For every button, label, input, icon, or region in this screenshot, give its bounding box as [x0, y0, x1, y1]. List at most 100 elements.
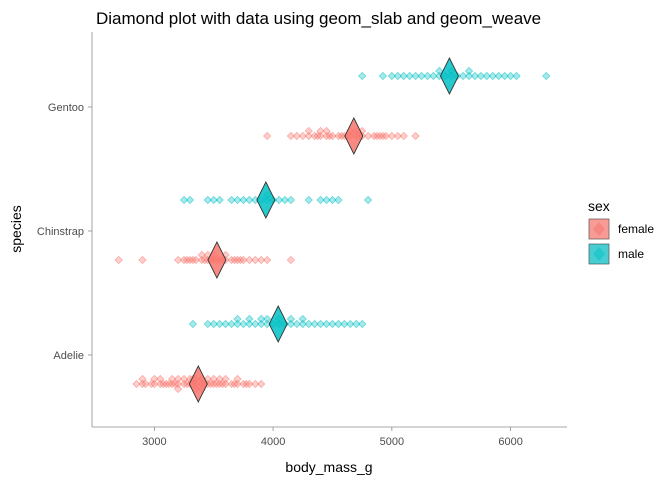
data-point-male-adelie: [298, 314, 307, 324]
data-point-male-adelie: [286, 319, 296, 329]
data-point-female-gentoo: [325, 131, 334, 141]
data-point-female-gentoo: [310, 131, 319, 141]
data-point-male-chinstrap: [334, 195, 343, 205]
data-point-female-chinstrap: [286, 255, 296, 265]
data-point-female-gentoo: [316, 126, 325, 136]
data-point-male-adelie: [328, 319, 337, 329]
data-point-male-adelie: [357, 319, 367, 329]
data-point-female-chinstrap: [257, 255, 266, 265]
data-point-male-chinstrap: [209, 195, 218, 205]
data-point-female-chinstrap: [173, 255, 183, 265]
data-point-female-chinstrap: [197, 250, 207, 260]
data-point-female-adelie: [242, 379, 251, 389]
data-point-female-chinstrap: [188, 255, 198, 265]
data-point-female-chinstrap: [191, 255, 201, 265]
data-point-female-adelie: [170, 379, 180, 389]
data-point-male-gentoo: [482, 71, 492, 81]
data-point-male-adelie: [245, 314, 254, 324]
data-point-male-adelie: [188, 319, 198, 329]
x-tick-label-5000: 5000: [380, 436, 404, 448]
data-point-female-gentoo: [363, 131, 373, 141]
data-point-female-gentoo: [378, 131, 388, 141]
data-point-female-gentoo: [328, 131, 337, 141]
data-point-male-gentoo: [387, 71, 397, 81]
data-point-female-gentoo: [292, 131, 302, 141]
data-point-female-adelie: [215, 379, 224, 389]
data-point-male-adelie: [251, 319, 260, 329]
data-point-male-adelie: [215, 319, 224, 329]
data-point-female-gentoo: [399, 131, 408, 141]
data-point-female-adelie: [215, 374, 224, 384]
data-point-female-adelie: [212, 379, 221, 389]
data-point-male-chinstrap: [227, 195, 236, 205]
data-point-male-chinstrap: [245, 195, 254, 205]
data-point-female-chinstrap: [230, 255, 239, 265]
data-point-female-adelie: [150, 374, 159, 384]
data-point-male-adelie: [221, 319, 230, 329]
data-point-female-adelie: [156, 379, 165, 389]
data-point-female-chinstrap: [138, 255, 147, 265]
data-point-female-adelie: [227, 379, 236, 389]
data-point-female-chinstrap: [245, 255, 254, 265]
data-point-female-adelie: [233, 379, 242, 389]
legend-diamond-male: [593, 247, 605, 261]
y-tick-label-adelie: Adelie: [53, 350, 84, 362]
legend-label-female: female: [618, 222, 654, 236]
y-axis-title: species: [8, 205, 24, 252]
data-point-female-gentoo: [304, 126, 313, 136]
data-point-female-gentoo: [387, 131, 397, 141]
data-point-male-adelie: [239, 319, 248, 329]
data-point-male-gentoo: [411, 71, 420, 81]
data-point-male-gentoo: [506, 71, 515, 81]
data-marks: [114, 56, 551, 404]
data-point-male-chinstrap: [316, 195, 325, 205]
data-point-female-adelie: [173, 384, 183, 394]
data-point-male-gentoo: [512, 71, 521, 81]
data-point-female-chinstrap: [185, 255, 195, 265]
data-point-male-gentoo: [464, 66, 474, 76]
data-point-male-gentoo: [357, 71, 367, 81]
data-point-male-gentoo: [488, 71, 497, 81]
data-point-female-adelie: [221, 379, 230, 389]
data-point-male-adelie: [209, 319, 218, 329]
data-point-male-gentoo: [464, 71, 474, 81]
data-point-female-gentoo: [334, 131, 343, 141]
data-point-male-chinstrap: [328, 195, 337, 205]
data-point-male-adelie: [233, 314, 242, 324]
data-point-female-adelie: [203, 374, 212, 384]
data-point-female-chinstrap: [262, 255, 272, 265]
data-point-female-adelie: [147, 379, 156, 389]
data-point-female-adelie: [239, 379, 248, 389]
data-point-male-chinstrap: [179, 195, 189, 205]
data-point-female-chinstrap: [227, 255, 236, 265]
data-point-female-adelie: [179, 379, 189, 389]
data-point-male-chinstrap: [280, 195, 290, 205]
data-point-female-adelie: [251, 379, 260, 389]
data-point-male-gentoo: [429, 71, 438, 81]
data-point-female-adelie: [156, 374, 165, 384]
data-point-female-adelie: [257, 379, 266, 389]
data-point-male-gentoo: [494, 71, 503, 81]
plot-area: 3000 4000 5000 6000 Adelie Chinstrap Gentoo: [37, 32, 567, 448]
data-point-female-gentoo: [322, 131, 331, 141]
mean-diamond-female-chinstrap: [207, 240, 227, 280]
data-point-female-adelie: [221, 374, 230, 384]
data-point-male-gentoo: [542, 71, 551, 81]
data-point-female-gentoo: [375, 131, 385, 141]
data-point-female-adelie: [165, 379, 174, 389]
data-point-male-gentoo: [470, 71, 480, 81]
data-point-male-chinstrap: [233, 195, 242, 205]
data-point-female-chinstrap: [239, 255, 248, 265]
data-point-female-adelie: [138, 379, 147, 389]
axis-ticks: 3000 4000 5000 6000 Adelie Chinstrap Gentoo: [37, 102, 523, 448]
series-male: [179, 56, 551, 344]
data-point-female-chinstrap: [236, 255, 245, 265]
data-point-female-chinstrap: [233, 255, 242, 265]
data-point-male-adelie: [346, 319, 355, 329]
mean-diamond-female-adelie: [188, 364, 208, 404]
data-point-male-adelie: [245, 319, 254, 329]
x-axis-title: body_mass_g: [285, 459, 372, 475]
data-point-female-chinstrap: [182, 255, 192, 265]
data-point-male-adelie: [352, 319, 361, 329]
